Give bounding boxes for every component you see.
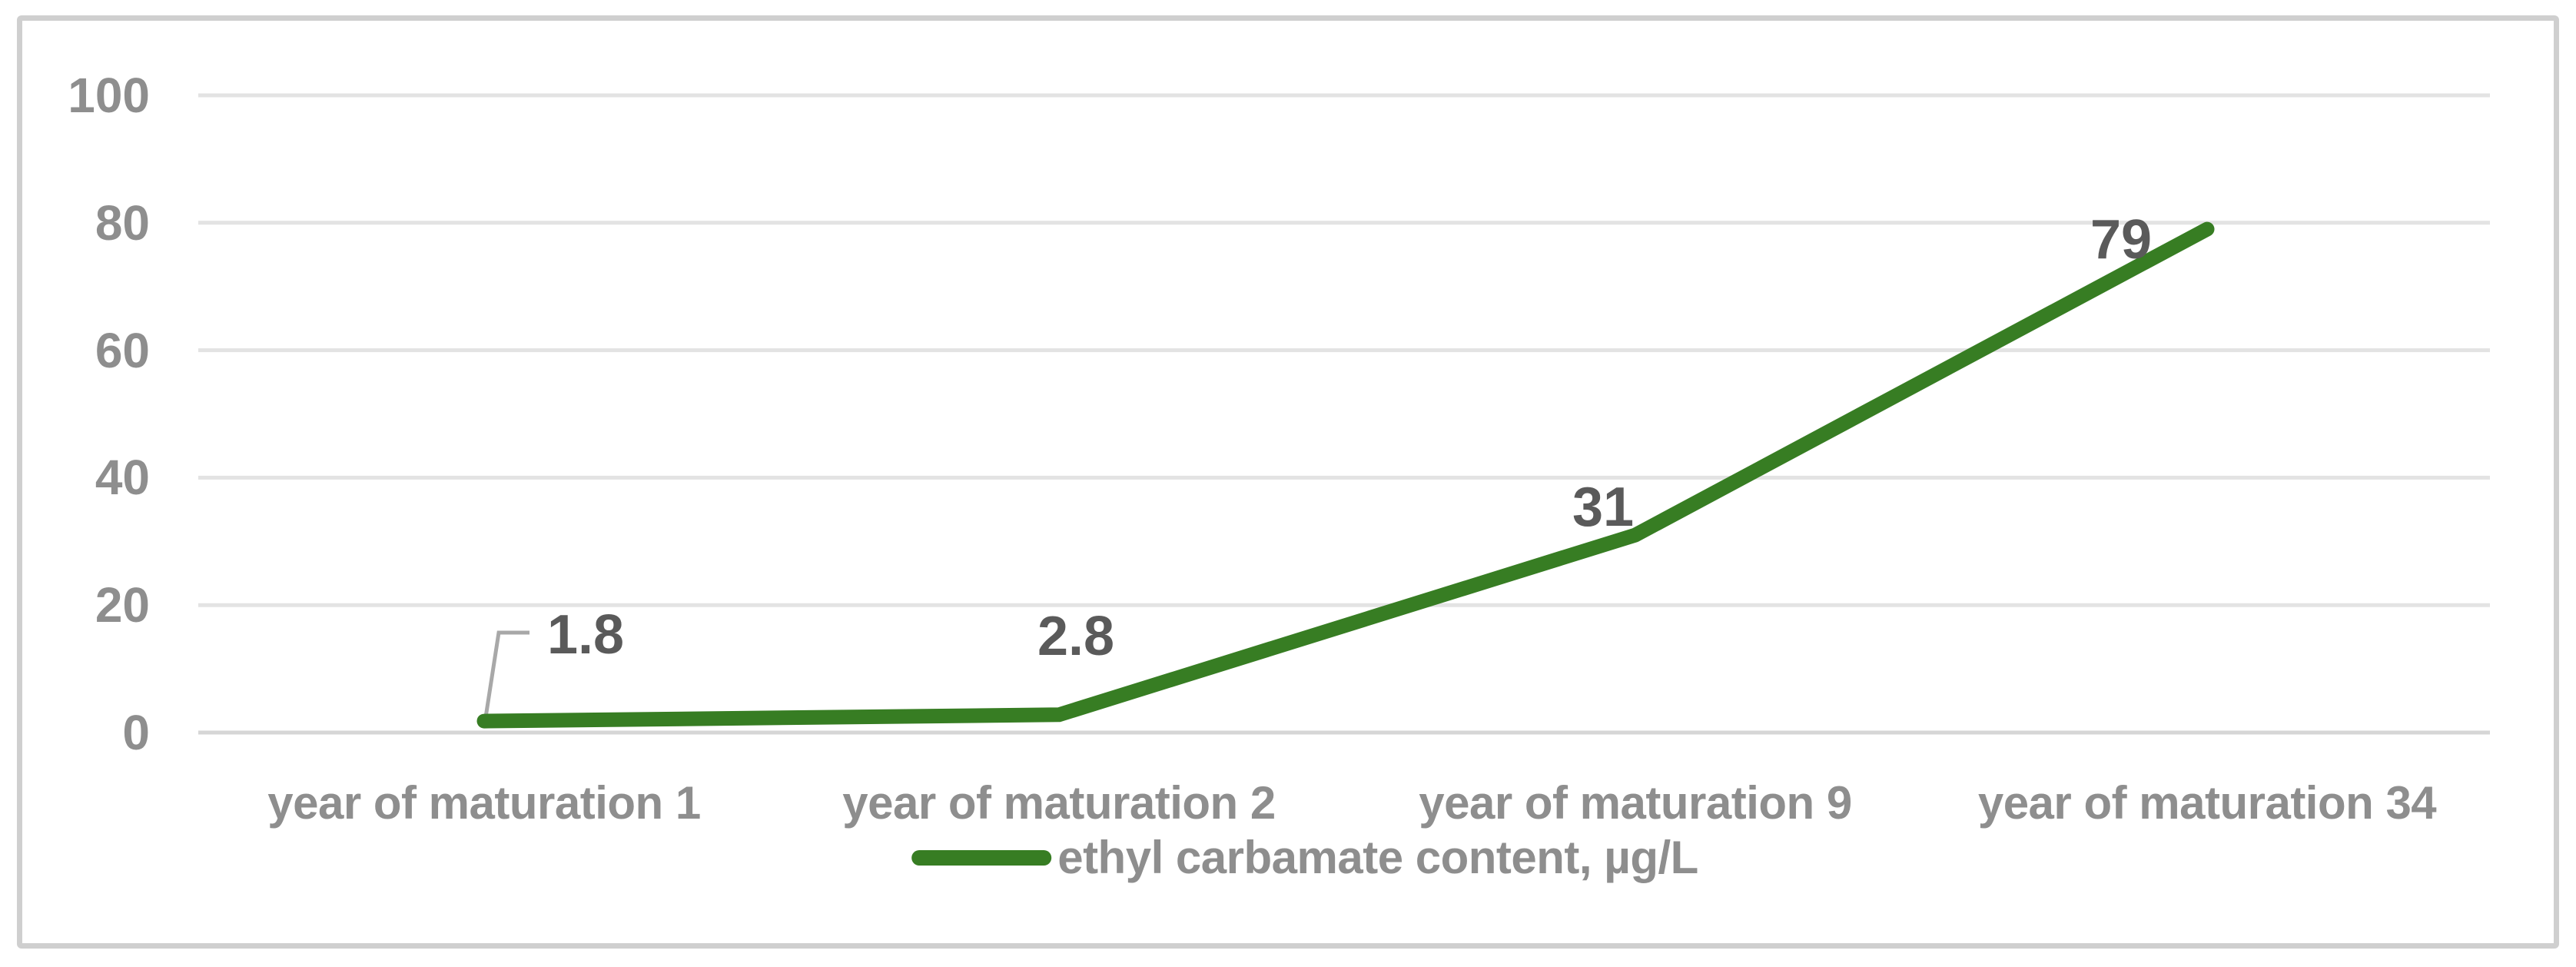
data-label-1: 1.8 [546,604,625,666]
y-tick-label-60: 60 [95,322,150,378]
legend-line-marker-icon [911,850,1052,866]
data-label-2: 2.8 [1037,605,1115,667]
legend-label: ethyl carbamate content, µg/L [1057,832,1698,883]
series-line-ethyl-carbamate [476,221,2215,729]
data-label-3: 31 [1572,477,1635,538]
data-label-4: 79 [2090,209,2153,271]
y-tick-label-20: 20 [95,577,150,633]
x-category-label-3: year of maturation 9 [1419,777,1852,829]
x-category-label-4: year of maturation 34 [1977,777,2437,829]
data-label-leader-line [483,630,529,718]
x-category-label-2: year of maturation 2 [842,777,1276,829]
y-tick-label-40: 40 [95,450,150,506]
y-tick-label-0: 0 [122,705,150,760]
x-category-label-1: year of maturation 1 [267,777,701,829]
legend: ethyl carbamate content, µg/L [911,831,1698,885]
y-tick-label-100: 100 [68,68,150,123]
y-tick-label-80: 80 [95,194,150,251]
chart-frame [17,15,2559,949]
